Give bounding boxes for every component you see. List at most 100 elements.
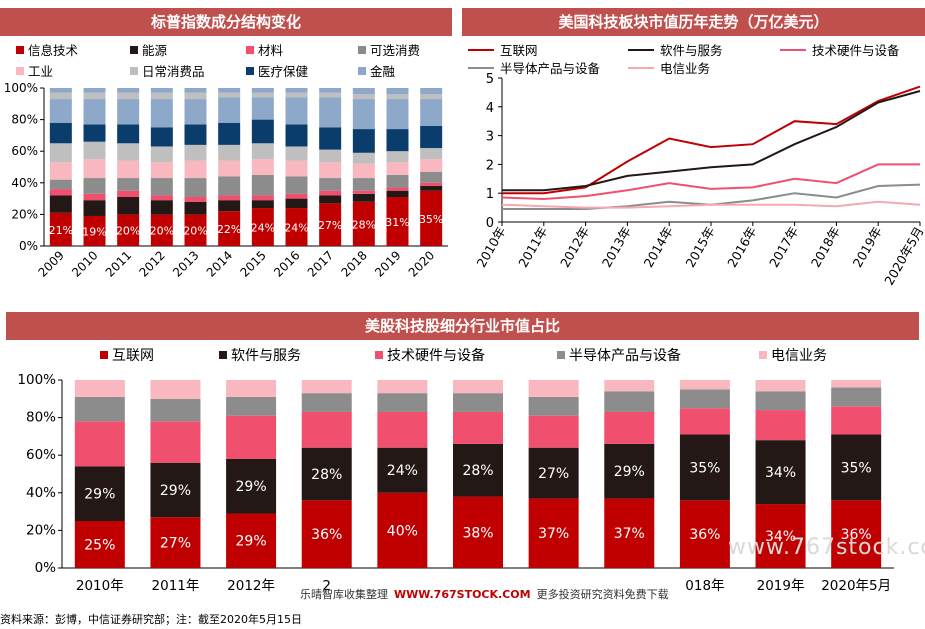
bar-segment: [74, 396, 125, 422]
bar-segment: [74, 380, 125, 397]
y-tick-label: 40%: [26, 485, 56, 501]
legend-label: 互联网: [500, 43, 538, 58]
bar-segment: [184, 144, 207, 161]
data-label: 24%: [251, 222, 275, 235]
bar-segment: [420, 88, 443, 95]
bar-segment: [49, 179, 72, 190]
tech-share-legend: 互联网 软件与服务 技术硬件与设备 半导体产品与设备 电信业务: [0, 345, 925, 367]
bar-segment: [528, 498, 579, 568]
bar-segment: [251, 195, 274, 201]
x-tick-label: 2019年: [757, 578, 805, 594]
data-label: 27%: [538, 466, 569, 482]
series-line: [502, 85, 921, 195]
legend-item-telecom: 电信业务: [759, 345, 827, 365]
bar-segment: [352, 129, 375, 153]
bar-segment: [285, 198, 308, 209]
data-label: 28%: [462, 463, 493, 479]
bar-segment: [755, 391, 806, 411]
bar-segment: [420, 94, 443, 100]
bar-segment: [453, 411, 503, 444]
bar-segment: [453, 393, 503, 412]
left-chart-title: 标普指数成分结构变化: [0, 8, 452, 36]
legend-item-semis: 半导体产品与设备: [468, 58, 600, 77]
bar-segment: [319, 149, 342, 163]
bar-segment: [83, 193, 106, 201]
y-tick-label: 0: [486, 216, 494, 231]
data-label: 20%: [150, 225, 174, 238]
legend-swatch: [759, 351, 767, 359]
bar-segment: [377, 380, 428, 394]
bar-segment: [453, 496, 503, 568]
legend-swatch: [358, 46, 366, 54]
x-tick-label: 2017年: [766, 224, 801, 270]
bar-segment: [150, 146, 173, 163]
y-tick-label: 1: [486, 187, 494, 202]
bar-segment: [377, 393, 428, 412]
legend-item-staples: 日常消费品: [130, 61, 205, 80]
bar-segment: [150, 92, 173, 100]
bar-segment: [83, 178, 106, 194]
watermark-url: WWW.767STOCK.COM: [394, 588, 531, 601]
bar-segment: [251, 97, 274, 120]
bar-segment: [528, 415, 579, 448]
bar-segment: [218, 200, 241, 212]
bottom-chart-title: 美股科技股细分行业市值占比: [6, 312, 919, 340]
data-label: 29%: [236, 479, 267, 495]
bar-segment: [117, 88, 140, 93]
legend-item-telecom: 电信业务: [628, 58, 710, 77]
legend-line: [628, 67, 654, 69]
tech-cap-line-chart: 0 1 2 3 4 5 2010年 2011年 2012年 2013年 2014年 2015年 2016…: [473, 72, 925, 288]
bar-segment: [319, 162, 342, 179]
series-line: [501, 163, 920, 201]
legend-item-financials: 金融: [358, 61, 395, 80]
x-tick-label: 2017: [305, 248, 336, 279]
bar-segment: [218, 92, 241, 98]
bar-segment: [285, 193, 308, 199]
x-tick-label: 2015: [237, 248, 268, 279]
data-label: 36%: [689, 527, 720, 543]
data-label: 29%: [84, 487, 115, 503]
y-tick-label: 4: [486, 101, 494, 116]
legend-label: 能源: [142, 43, 168, 58]
legend-item-it: 信息技术: [16, 40, 78, 59]
data-label: 22%: [217, 223, 241, 236]
x-tick-label: 2016年: [724, 224, 759, 270]
bar-segment: [117, 214, 140, 246]
bar-segment: [352, 190, 375, 194]
legend-swatch: [219, 351, 227, 359]
bar-segment: [184, 124, 207, 145]
x-tick-label: 2010年: [76, 578, 124, 594]
bar-segment: [528, 396, 579, 416]
x-tick-label: 2018: [338, 248, 369, 279]
bar-segment: [218, 195, 241, 201]
bar-segment: [184, 197, 207, 202]
bar-segment: [319, 127, 342, 150]
bar-segment: [117, 197, 140, 215]
bar-segment: [150, 162, 173, 179]
bar-segment: [150, 178, 173, 196]
y-tick-label: 0%: [19, 239, 38, 253]
data-label: 19%: [82, 225, 106, 238]
bar-segment: [604, 498, 655, 568]
bar-segment: [420, 182, 443, 186]
data-label: 37%: [614, 526, 645, 542]
tech-share-stacked-bar-chart: 0% 20% 40% 60% 80% 100% 25% 29% 2010年 27% 29% 2011年…: [17, 372, 894, 594]
y-tick-label: 100%: [4, 81, 38, 95]
bar-segment: [301, 393, 352, 412]
bar-segment: [301, 500, 352, 568]
bar-segment: [319, 92, 342, 98]
bar-segment: [604, 380, 655, 392]
bar-segment: [285, 88, 308, 93]
bar-segment: [184, 201, 207, 215]
bar-segment: [386, 197, 409, 246]
bar-segment: [117, 190, 140, 198]
bar-segment: [319, 195, 342, 204]
bar-segment: [679, 389, 730, 409]
bar-segment: [49, 212, 72, 246]
bar-segment: [285, 97, 308, 125]
bar-segment: [83, 92, 106, 100]
bar-segment: [150, 200, 173, 215]
data-label: 31%: [385, 216, 409, 229]
x-tick-label: 2020: [406, 248, 437, 279]
bar-segment: [150, 517, 201, 568]
